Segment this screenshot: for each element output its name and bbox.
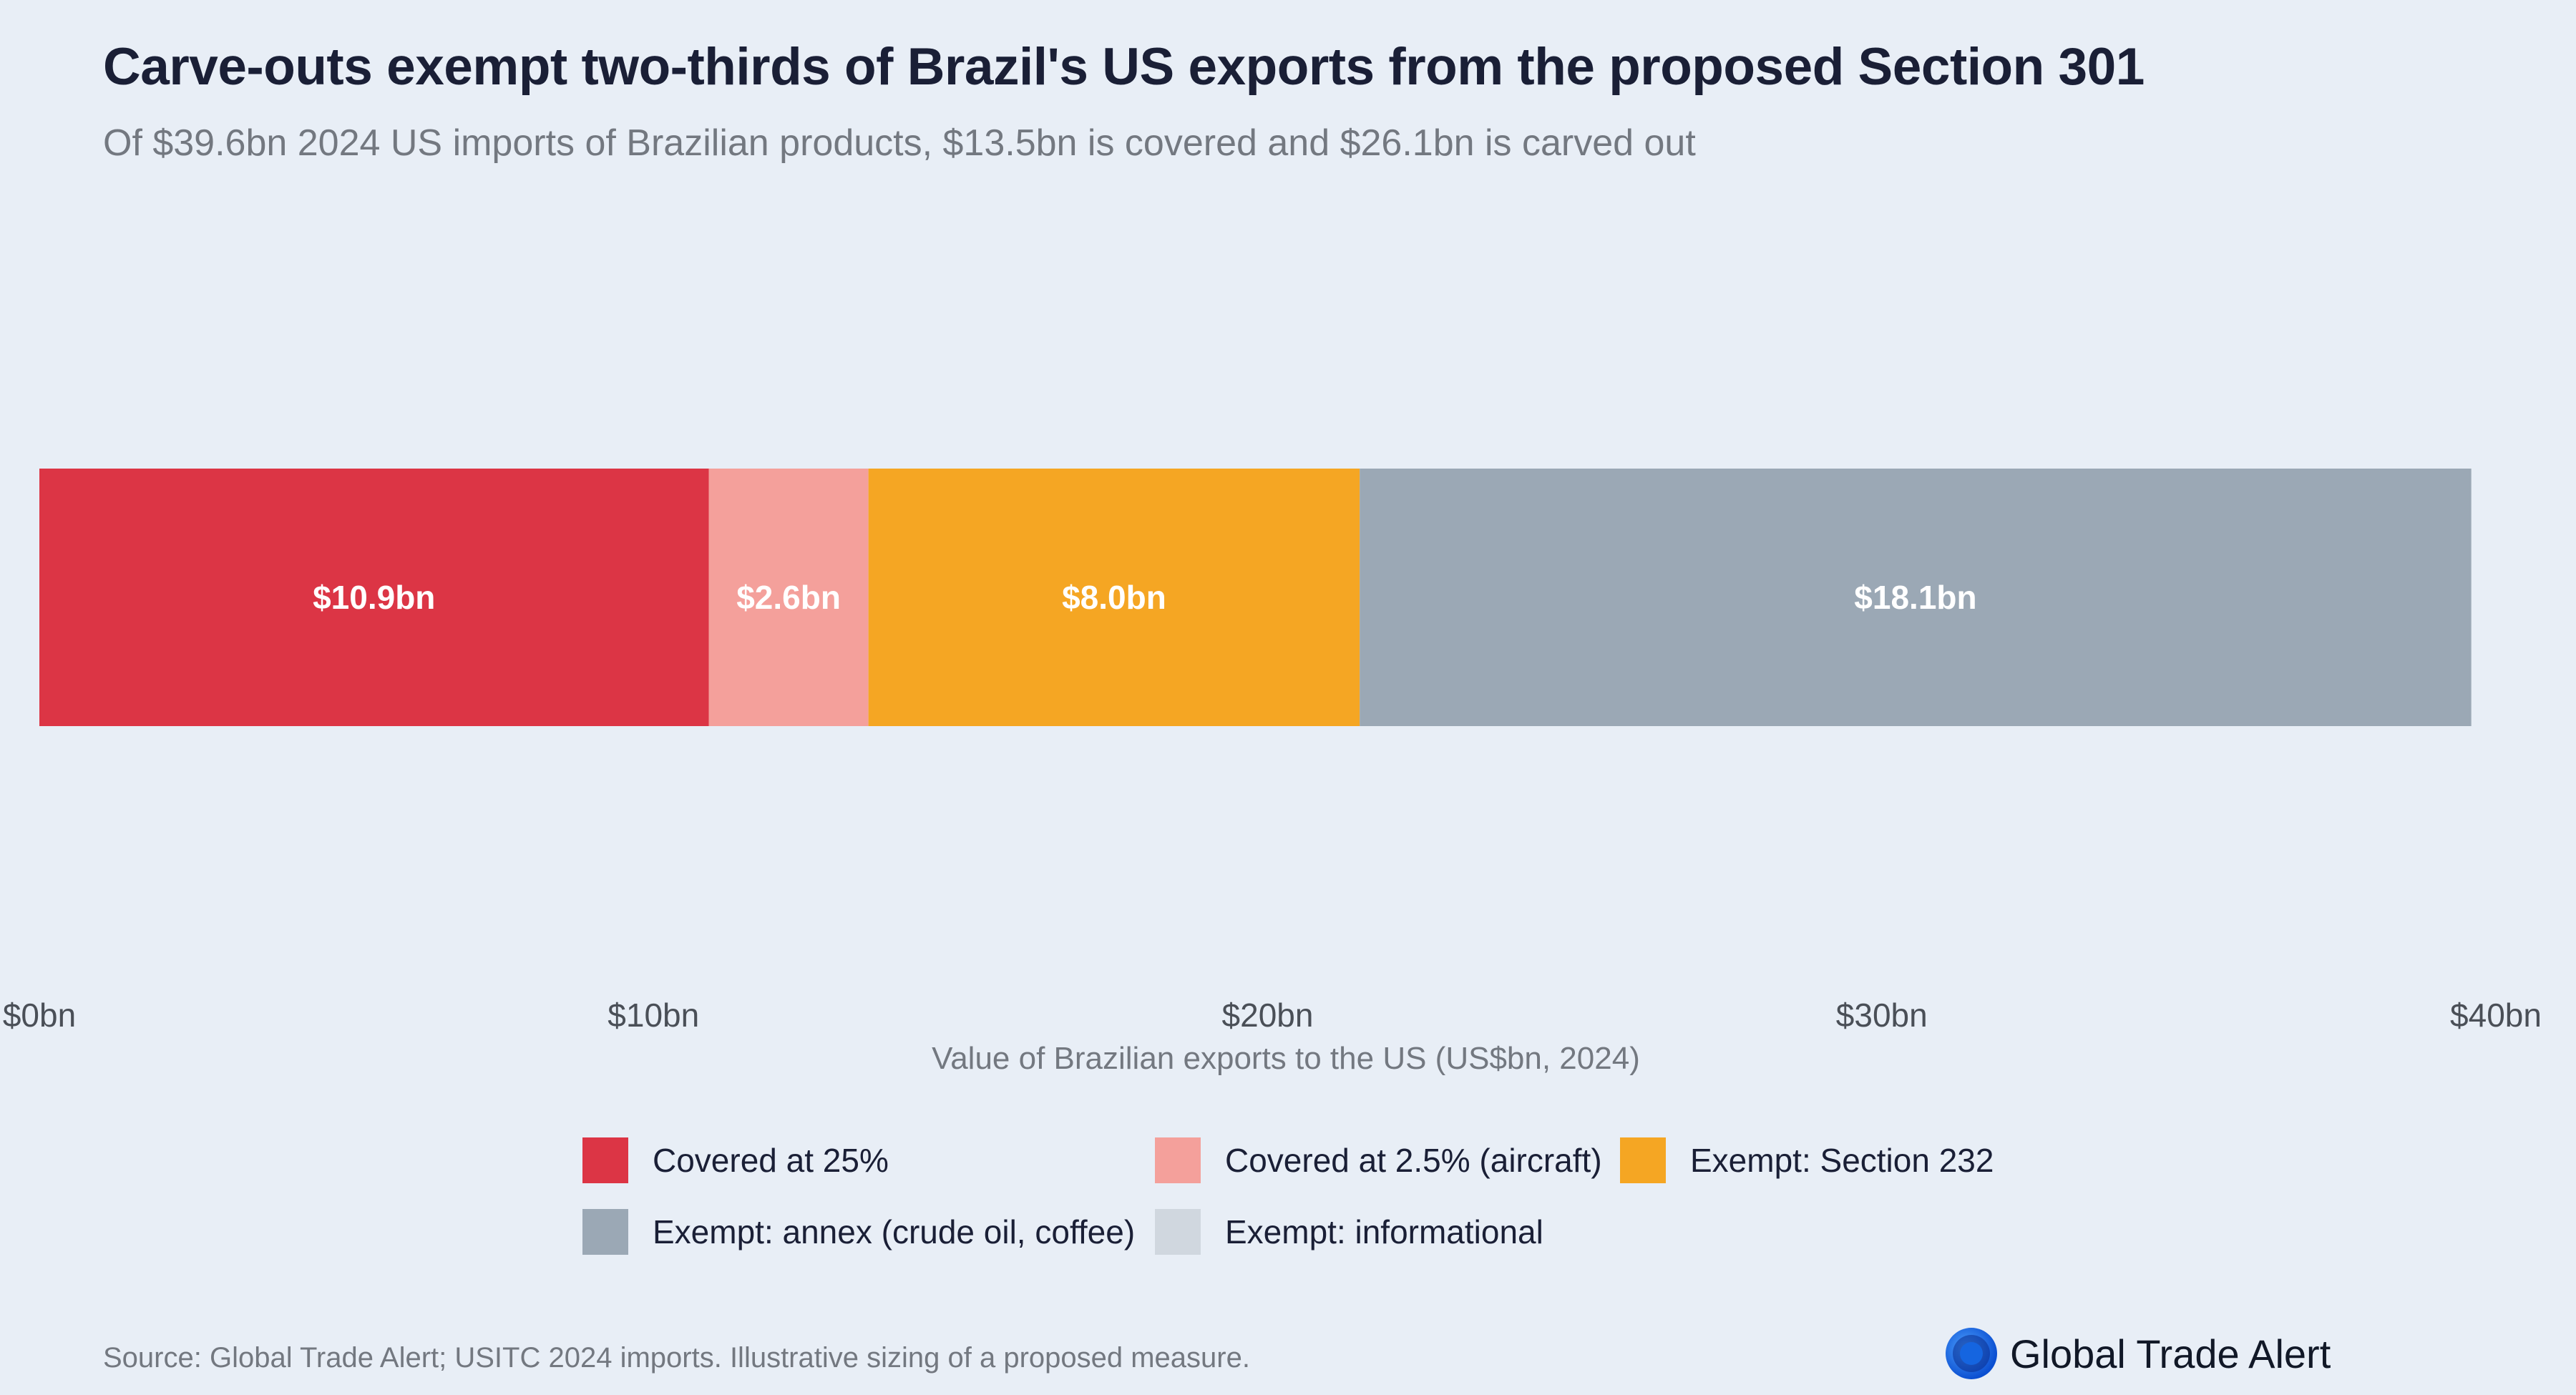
bar-segment-0 [39, 469, 709, 726]
legend-swatch [1155, 1137, 1201, 1183]
legend-swatch [1620, 1137, 1666, 1183]
bar-value-label-0: $10.9bn [313, 579, 435, 616]
legend-item: Exempt: Section 232 [1620, 1137, 1994, 1183]
legend-swatch [1155, 1209, 1201, 1255]
bar-segment-3 [1360, 469, 2472, 726]
legend-item: Exempt: informational [1155, 1209, 1543, 1255]
x-tick-label: $0bn [3, 997, 76, 1034]
bar-value-label-3: $18.1bn [1854, 579, 1976, 616]
x-tick-label: $30bn [1836, 997, 1928, 1034]
legend-label: Covered at 25% [653, 1142, 889, 1179]
bar-labels-layer: $10.9bn $2.6bn $8.0bn $18.1bn [313, 579, 1977, 616]
chart-title: Carve-outs exempt two-thirds of Brazil's… [103, 38, 2145, 96]
bar-segment-2 [868, 469, 1360, 726]
x-axis-ticks: $0bn $10bn $20bn $30bn $40bn [3, 997, 2542, 1034]
x-axis-label: Value of Brazilian exports to the US (US… [932, 1041, 1640, 1076]
legend-swatch [582, 1209, 628, 1255]
bar-value-label-1: $2.6bn [736, 579, 841, 616]
bars-layer [39, 469, 2472, 726]
brand: Global Trade Alert [1943, 1325, 2331, 1382]
globe-logo-icon [1946, 1328, 1997, 1379]
source-note: Source: Global Trade Alert; USITC 2024 i… [103, 1342, 1250, 1374]
legend-item: Covered at 25% [582, 1137, 889, 1183]
chart-subtitle: Of $39.6bn 2024 US imports of Brazilian … [103, 122, 1696, 164]
legend-item: Exempt: annex (crude oil, coffee) [582, 1209, 1135, 1255]
x-tick-label: $20bn [1222, 997, 1314, 1034]
x-tick-label: $10bn [608, 997, 699, 1034]
bar-value-label-2: $8.0bn [1062, 579, 1166, 616]
legend-swatch [582, 1137, 628, 1183]
legend-label: Exempt: annex (crude oil, coffee) [653, 1213, 1136, 1250]
legend-label: Covered at 2.5% (aircraft) [1225, 1142, 1602, 1179]
legend-label: Exempt: informational [1225, 1213, 1543, 1250]
brand-name: Global Trade Alert [2010, 1331, 2331, 1376]
x-tick-label: $40bn [2450, 997, 2542, 1034]
stacked-bar-chart: $10.9bn $2.6bn $8.0bn $18.1bn $0bn $10bn $20b… [3, 469, 2542, 1076]
legend-item: Covered at 2.5% (aircraft) [1155, 1137, 1602, 1183]
bar-segment-1 [708, 469, 869, 726]
legend-label: Exempt: Section 232 [1690, 1142, 1994, 1179]
